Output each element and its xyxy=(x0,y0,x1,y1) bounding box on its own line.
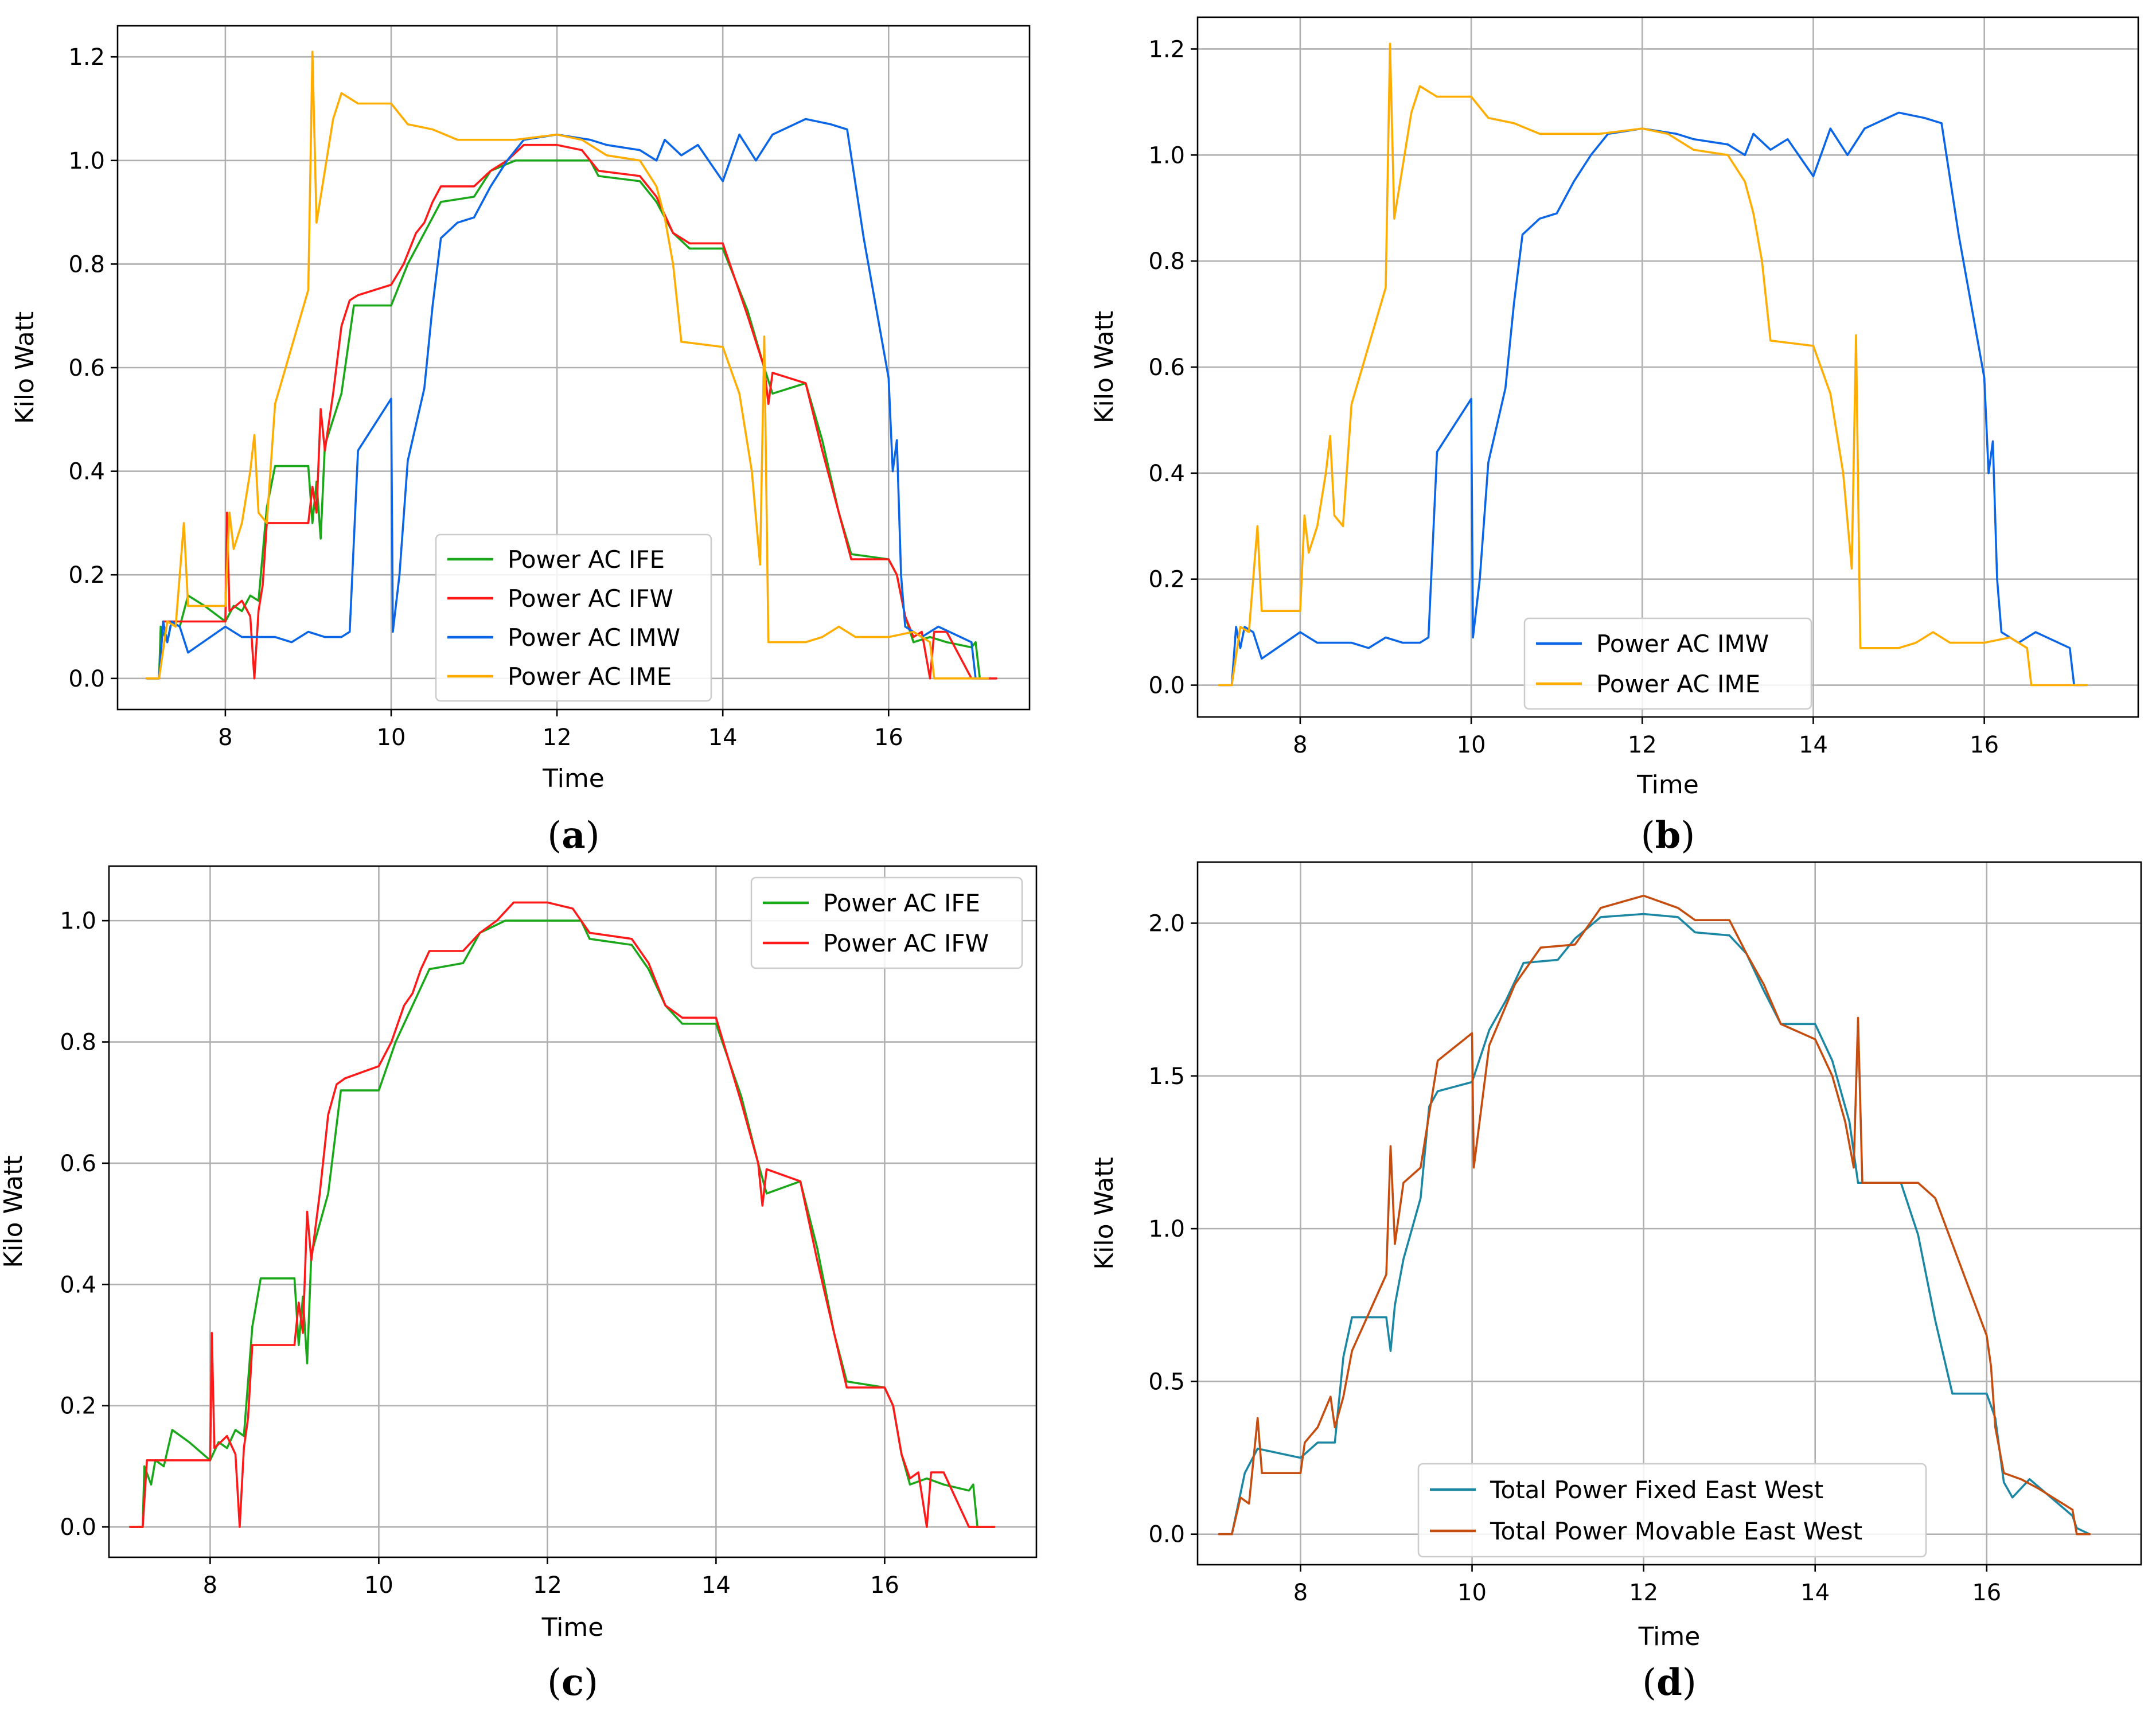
series-line-IFW xyxy=(129,901,996,1528)
x-tick-label: 10 xyxy=(377,724,406,751)
x-tick-label: 16 xyxy=(1972,1580,2001,1606)
y-tick-label: 0.2 xyxy=(1148,567,1185,593)
y-tick-label: 0.0 xyxy=(68,666,105,692)
x-tick-label: 10 xyxy=(364,1572,393,1599)
x-tick-label: 14 xyxy=(708,724,738,751)
legend: Power AC IMW Power AC IME xyxy=(1523,617,1812,710)
legend-label: Total Power Movable East West xyxy=(1490,1517,1862,1545)
legend: Power AC IFE Power AC IFW Power AC IMW Powe… xyxy=(435,533,712,702)
x-tick-label: 12 xyxy=(543,724,572,751)
y-tick-label: 1.0 xyxy=(60,908,96,934)
series-line-FixedEW xyxy=(1218,913,2091,1535)
y-tick-label: 0.6 xyxy=(1148,354,1185,381)
series-line-MovableEW xyxy=(1218,894,2091,1535)
x-axis-title: Time xyxy=(1636,770,1699,800)
x-axis-title: Time xyxy=(1638,1622,1701,1651)
legend-box xyxy=(1417,1463,1927,1558)
x-tick-label: 8 xyxy=(1293,732,1307,758)
legend-label: Power AC IME xyxy=(508,662,672,691)
x-tick-label: 16 xyxy=(870,1572,899,1599)
y-tick-label: 2.0 xyxy=(1148,911,1185,937)
legend-label: Power AC IMW xyxy=(1596,630,1769,658)
x-tick-label: 16 xyxy=(874,724,903,751)
y-tick-label: 1.0 xyxy=(1148,142,1185,169)
legend-label: Power AC IFW xyxy=(508,584,673,613)
y-tick-label: 0.6 xyxy=(60,1151,96,1177)
legend-box xyxy=(1523,617,1812,710)
x-tick-label: 12 xyxy=(1629,1580,1658,1606)
y-tick-label: 0.0 xyxy=(1148,1522,1185,1548)
y-tick-label: 0.5 xyxy=(1148,1369,1185,1395)
x-tick-label: 12 xyxy=(1628,732,1657,758)
y-tick-label: 1.5 xyxy=(1148,1063,1185,1090)
y-tick-label: 0.4 xyxy=(1148,461,1185,487)
legend-label: Power AC IFE xyxy=(508,545,665,574)
series-line-IME xyxy=(1218,42,2088,687)
axes-frame xyxy=(1196,861,2142,1566)
panel-caption: (c) xyxy=(547,1661,598,1704)
y-axis-title: Kilo Watt xyxy=(1090,1157,1119,1269)
legend-box xyxy=(435,533,712,702)
x-tick-label: 10 xyxy=(1457,1580,1487,1606)
y-tick-label: 0.4 xyxy=(68,459,105,485)
chart-panel-1: 8 10 12 14 16 0.0 0.2 0.4 0.6 0.8 1.0 1.2 Time Kilo W… xyxy=(1090,16,2139,857)
legend: Power AC IFE Power AC IFW xyxy=(750,876,1023,969)
y-tick-label: 1.2 xyxy=(68,44,105,71)
x-tick-label: 16 xyxy=(1970,732,1999,758)
y-tick-label: 0.2 xyxy=(60,1393,96,1420)
x-axis-title: Time xyxy=(541,1613,604,1642)
x-tick-label: 8 xyxy=(1293,1580,1308,1606)
panel-caption: (b) xyxy=(1641,814,1695,857)
y-axis-title: Kilo Watt xyxy=(1090,311,1119,423)
y-tick-label: 0.4 xyxy=(60,1272,96,1298)
legend: Total Power Fixed East West Total Power M… xyxy=(1417,1463,1927,1558)
legend-label: Power AC IFW xyxy=(823,929,989,957)
x-tick-label: 12 xyxy=(533,1572,562,1599)
x-tick-label: 14 xyxy=(1799,732,1828,758)
y-tick-label: 1.2 xyxy=(1148,36,1185,63)
panel-caption: (d) xyxy=(1642,1661,1697,1704)
chart-panel-3: 8 10 12 14 16 0.0 0.5 1.0 1.5 2.0 Time Kilo Watt Tot… xyxy=(1090,861,2142,1704)
y-tick-label: 0.2 xyxy=(68,562,105,588)
legend-box xyxy=(750,876,1023,969)
y-tick-label: 0.8 xyxy=(68,251,105,278)
x-tick-label: 14 xyxy=(701,1572,731,1599)
axes-frame xyxy=(116,25,1031,711)
axes-frame xyxy=(108,865,1038,1558)
legend-label: Total Power Fixed East West xyxy=(1490,1476,1823,1504)
x-tick-label: 8 xyxy=(218,724,232,751)
y-axis-title: Kilo Watt xyxy=(0,1155,28,1268)
y-tick-label: 0.6 xyxy=(68,355,105,381)
series-line-IFE xyxy=(129,919,996,1528)
x-tick-label: 14 xyxy=(1800,1580,1830,1606)
x-axis-title: Time xyxy=(542,764,605,793)
legend-label: Power AC IFE xyxy=(823,889,980,917)
panel-caption: (a) xyxy=(547,814,599,857)
legend-label: Power AC IME xyxy=(1596,670,1760,698)
y-tick-label: 1.0 xyxy=(68,148,105,174)
y-tick-label: 0.8 xyxy=(60,1030,96,1056)
series-line-IMW xyxy=(1218,111,2088,687)
series-line-IMW xyxy=(145,118,989,680)
x-tick-label: 8 xyxy=(203,1572,217,1599)
y-tick-label: 0.0 xyxy=(60,1514,96,1541)
y-tick-label: 0.0 xyxy=(1148,673,1185,699)
series-line-IME xyxy=(145,50,989,680)
y-tick-label: 1.0 xyxy=(1148,1216,1185,1242)
axes-frame xyxy=(1196,16,2139,718)
series-line-IFW xyxy=(145,143,997,680)
chart-panel-0: 8 10 12 14 16 0.0 0.2 0.4 0.6 0.8 1.0 1.2 Time Kilo W… xyxy=(10,25,1031,857)
x-tick-label: 10 xyxy=(1457,732,1486,758)
chart-panel-2: 8 10 12 14 16 0.0 0.2 0.4 0.6 0.8 1.0 Time Kilo Watt… xyxy=(0,865,1038,1704)
y-tick-label: 0.8 xyxy=(1148,248,1185,275)
legend-label: Power AC IMW xyxy=(508,623,680,652)
y-axis-title: Kilo Watt xyxy=(10,311,40,424)
